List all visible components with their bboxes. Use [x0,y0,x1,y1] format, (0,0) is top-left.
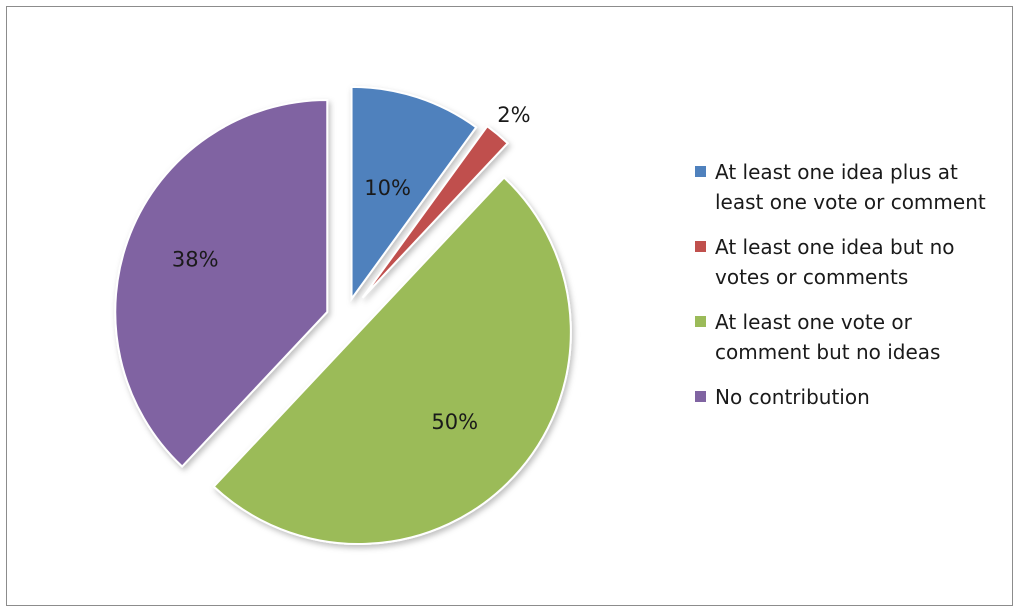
legend-item: At least one idea but no votes or commen… [695,232,1019,292]
chart-area: 10% 2% 50% 38% At least one idea plus at le… [6,6,1013,606]
pie-chart: 10% 2% 50% 38% [114,85,572,546]
legend-swatch [695,316,706,327]
legend: At least one idea plus at least one vote… [695,157,1019,427]
data-label: 10% [364,176,411,200]
legend-label: At least one idea plus at least one vote… [715,157,1015,217]
pie-slice [212,176,572,546]
legend-label-line: At least one idea plus at [715,160,958,184]
legend-label: At least one vote or comment but no idea… [715,307,1015,367]
pie-slice [114,98,329,468]
legend-label: No contribution [715,382,1015,412]
data-label: 2% [497,103,530,127]
legend-label: At least one idea but no votes or commen… [715,232,1015,292]
legend-swatch [695,241,706,252]
legend-item: At least one idea plus at least one vote… [695,157,1019,217]
legend-label-line: votes or comments [715,265,909,289]
legend-label-line: At least one vote or [715,310,912,334]
legend-item: At least one vote or comment but no idea… [695,307,1019,367]
data-label: 50% [431,410,478,434]
legend-label-line: least one vote or comment [715,190,986,214]
legend-swatch [695,391,706,402]
legend-label-line: At least one idea but no [715,235,955,259]
legend-label-line: No contribution [715,385,870,409]
legend-item: No contribution [695,382,1019,412]
legend-swatch [695,166,706,177]
legend-label-line: comment but no ideas [715,340,941,364]
pie-slice [350,85,478,302]
pie-slice [361,124,510,299]
data-label: 38% [172,248,219,272]
